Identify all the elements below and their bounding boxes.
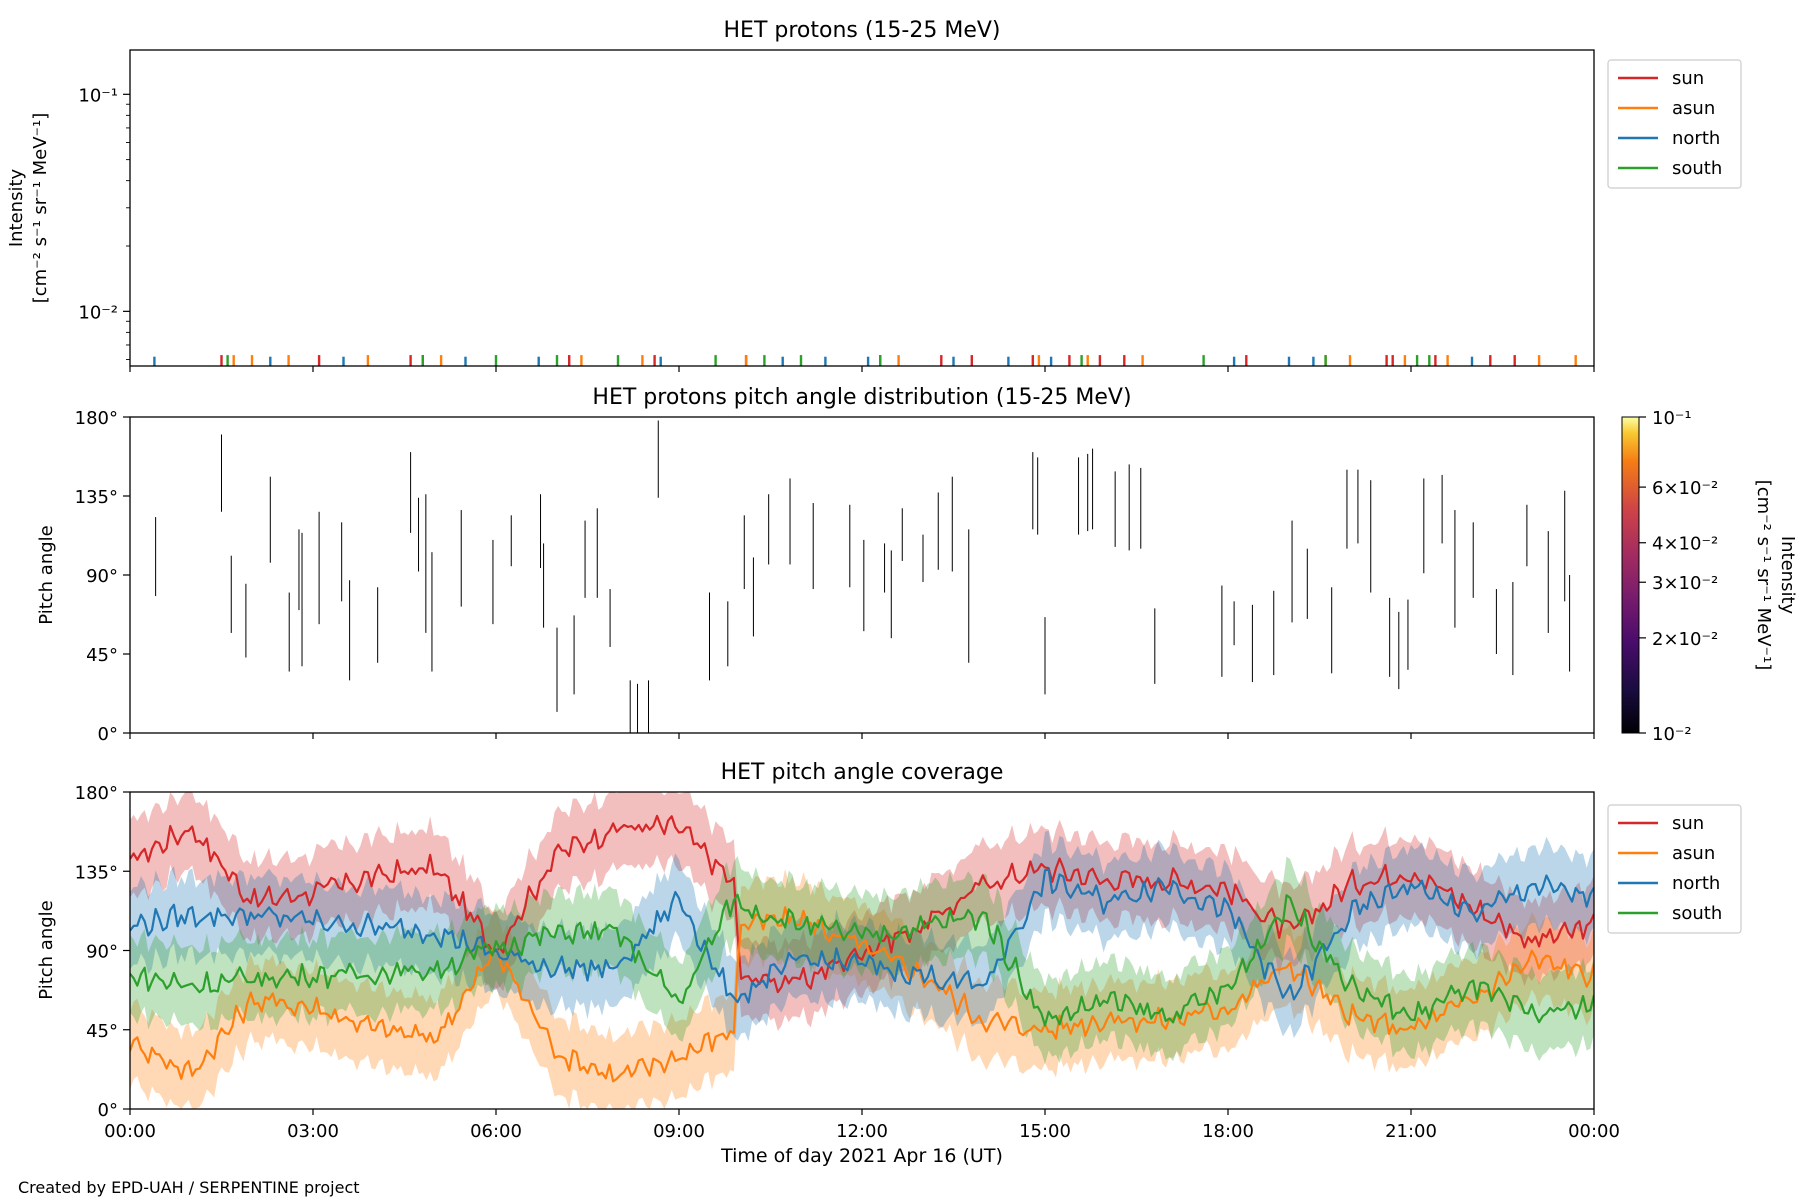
- legend-label-sun: sun: [1672, 813, 1704, 834]
- y-tick-label: 180°: [75, 783, 118, 804]
- panel1-ylabel-line1: Intensity: [6, 168, 27, 247]
- panel1-ylabel-line2: [cm⁻² s⁻¹ sr⁻¹ MeV⁻¹]: [30, 113, 51, 304]
- y-tick-label: 10⁻²: [78, 302, 118, 323]
- y-tick-label: 90°: [86, 566, 118, 587]
- x-tick-label: 00:00: [1568, 1121, 1620, 1142]
- y-tick-label: 0°: [98, 1100, 118, 1121]
- legend-label-asun: asun: [1672, 98, 1715, 119]
- legend-label-south: south: [1672, 903, 1722, 924]
- panel-intensity: HET protons (15-25 MeV) 10⁻¹ 10⁻² Intensi…: [6, 18, 1742, 372]
- colorbar-tick-label: 10⁻²: [1652, 724, 1692, 745]
- y-tick-label: 45°: [86, 645, 118, 666]
- panel1-frame: [129, 49, 1595, 367]
- x-tick-label: 12:00: [836, 1121, 888, 1142]
- legend-label-south: south: [1672, 158, 1722, 179]
- y-tick-label: 135°: [75, 487, 118, 508]
- coverage-line-north: [130, 868, 1594, 1004]
- panel1-ylabel: Intensity [cm⁻² s⁻¹ sr⁻¹ MeV⁻¹]: [6, 113, 51, 304]
- x-tick-label: 09:00: [653, 1121, 705, 1142]
- coverage-line-asun: [130, 906, 1594, 1083]
- panel3-legend-frame: [1607, 804, 1742, 934]
- legend-label-north: north: [1672, 873, 1720, 894]
- colorbar-tick-label: 2×10⁻²: [1652, 629, 1718, 650]
- panel2-ylabel: Pitch angle: [36, 525, 57, 624]
- panel3-frame: [129, 791, 1595, 1110]
- colorbar-gradient: [1621, 416, 1640, 734]
- colorbar: 10⁻¹ 6×10⁻² 4×10⁻² 3×10⁻² 2×10⁻² 10⁻² Intensi…: [1621, 408, 1798, 745]
- panel1-legend: sun asun north south: [1607, 59, 1742, 189]
- colorbar-label-line2: [cm⁻² s⁻¹ sr⁻¹ MeV⁻¹]: [1753, 480, 1774, 671]
- coverage-band-asun: [130, 868, 1594, 1109]
- x-tick-label: 15:00: [1019, 1121, 1071, 1142]
- x-tick-label: 21:00: [1385, 1121, 1437, 1142]
- colorbar-tick-label: 3×10⁻²: [1652, 573, 1718, 594]
- x-tick-label: 18:00: [1202, 1121, 1254, 1142]
- colorbar-tick-label: 10⁻¹: [1652, 408, 1692, 429]
- y-tick-label: 180°: [75, 408, 118, 429]
- colorbar-label: Intensity [cm⁻² s⁻¹ sr⁻¹ MeV⁻¹]: [1753, 480, 1798, 671]
- legend-label-sun: sun: [1672, 68, 1704, 89]
- panel1-legend-frame: [1607, 59, 1742, 189]
- panel2-title: HET protons pitch angle distribution (15…: [592, 385, 1131, 410]
- x-tick-label: 03:00: [287, 1121, 339, 1142]
- colorbar-tick-label: 4×10⁻²: [1652, 534, 1718, 555]
- colorbar-label-line1: Intensity: [1777, 536, 1798, 615]
- coverage-line-south: [130, 893, 1594, 1027]
- y-tick-label: 10⁻¹: [78, 85, 118, 106]
- y-tick-label: 135°: [75, 862, 118, 883]
- panel3-title: HET pitch angle coverage: [721, 760, 1004, 785]
- credit-text: Created by EPD-UAH / SERPENTINE project: [18, 1178, 360, 1197]
- panel3-legend: sun asun north south: [1607, 804, 1742, 934]
- colorbar-tick-label: 6×10⁻²: [1652, 478, 1718, 499]
- panel-pitch-distribution: HET protons pitch angle distribution (15…: [36, 385, 1798, 745]
- panel1-title: HET protons (15-25 MeV): [724, 18, 1001, 43]
- coverage-band-sun: [130, 792, 1594, 1031]
- panel2-frame: [129, 416, 1595, 734]
- y-tick-label: 45°: [86, 1021, 118, 1042]
- panel3-ylabel: Pitch angle: [36, 900, 57, 999]
- legend-label-asun: asun: [1672, 843, 1715, 864]
- y-tick-label: 90°: [86, 942, 118, 963]
- x-tick-label: 00:00: [104, 1121, 156, 1142]
- legend-label-north: north: [1672, 128, 1720, 149]
- y-tick-label: 0°: [98, 724, 118, 745]
- panel-pitch-coverage: HET pitch angle coverage 00:00 03:00 06:00…: [36, 760, 1742, 1167]
- coverage-line-sun: [130, 814, 1594, 994]
- x-tick-label: 06:00: [470, 1121, 522, 1142]
- x-axis-label: Time of day 2021 Apr 16 (UT): [720, 1145, 1003, 1167]
